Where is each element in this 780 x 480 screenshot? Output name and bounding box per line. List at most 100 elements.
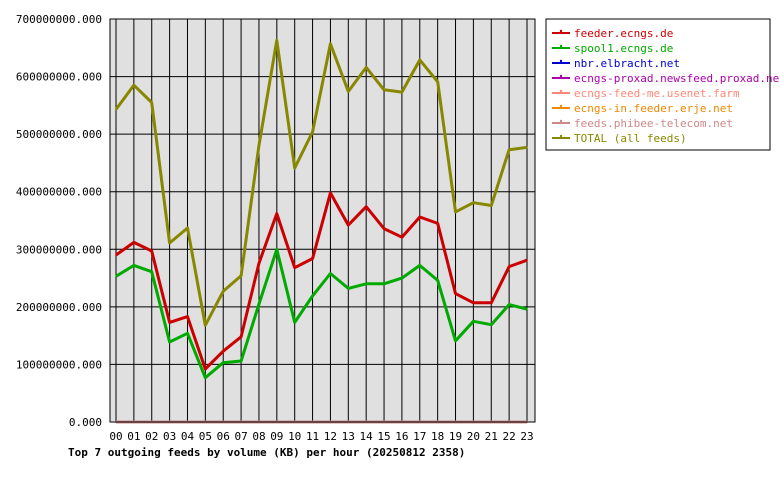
legend-marker xyxy=(559,119,563,123)
legend-label: ecngs-in.feeder.erje.net xyxy=(574,102,733,115)
data-point xyxy=(276,39,278,42)
data-point xyxy=(115,108,117,111)
y-tick-label: 500000000.000 xyxy=(16,128,102,141)
x-tick-label: 06 xyxy=(217,430,230,443)
legend-label: feeder.ecngs.de xyxy=(574,27,673,40)
series-line-0 xyxy=(115,191,528,371)
x-tick-label: 07 xyxy=(234,430,247,443)
x-tick-label: 02 xyxy=(145,430,158,443)
data-point xyxy=(418,264,421,267)
data-point xyxy=(311,295,314,297)
legend-marker xyxy=(559,134,563,138)
data-point xyxy=(347,90,350,93)
data-point xyxy=(472,320,475,323)
data-point xyxy=(150,250,153,252)
data-point xyxy=(383,227,385,230)
legend: feeder.ecngs.de spool1.ecngs.de nbr.elbrac… xyxy=(545,18,780,151)
data-point xyxy=(258,303,260,305)
legend-label: feeds.phibee-telecom.net xyxy=(574,117,733,130)
data-point xyxy=(186,332,189,335)
x-tick-label: 19 xyxy=(449,430,462,443)
x-tick-label: 09 xyxy=(270,430,283,443)
x-tick-label: 23 xyxy=(520,430,533,443)
x-tick-label: 14 xyxy=(360,430,374,443)
series-line-1 xyxy=(115,247,528,380)
x-tick-label: 16 xyxy=(395,430,408,443)
data-point xyxy=(454,340,457,342)
data-point xyxy=(436,279,439,282)
data-point xyxy=(222,350,225,352)
data-point xyxy=(240,274,242,277)
legend-label: spool1.ecngs.de xyxy=(574,42,673,55)
data-point xyxy=(472,201,475,204)
y-tick-label: 200000000.000 xyxy=(16,301,102,314)
data-point xyxy=(293,321,296,324)
data-point xyxy=(204,324,207,327)
chart-title: Top 7 outgoing feeds by volume (KB) per … xyxy=(68,446,465,459)
x-tick-label: 22 xyxy=(503,430,516,443)
x-tick-label: 12 xyxy=(324,430,337,443)
data-point xyxy=(168,341,171,343)
data-point xyxy=(276,248,278,251)
legend-marker xyxy=(559,44,563,48)
series-line-7 xyxy=(114,38,528,327)
x-tick-label: 08 xyxy=(252,430,265,443)
data-point xyxy=(526,146,528,149)
data-point xyxy=(472,302,475,304)
data-point xyxy=(133,84,135,87)
data-point xyxy=(168,321,171,324)
x-tick-label: 18 xyxy=(431,430,444,443)
data-point xyxy=(222,290,225,293)
y-tick-label: 0.000 xyxy=(69,416,102,429)
x-tick-label: 13 xyxy=(342,430,355,443)
data-point xyxy=(490,204,493,207)
data-point xyxy=(258,262,260,264)
y-tick-label: 600000000.000 xyxy=(16,71,102,84)
x-tick-label: 03 xyxy=(163,430,176,443)
data-point xyxy=(454,292,457,295)
x-tick-label: 15 xyxy=(377,430,390,443)
x-tick-label: 21 xyxy=(485,430,498,443)
data-point xyxy=(454,211,457,213)
data-point xyxy=(347,224,350,226)
data-point xyxy=(329,42,332,45)
legend-label: ecngs-feed-me.usenet.farm xyxy=(574,87,740,100)
x-axis-tick-labels: 00 01 02 03 04 05 06 07 08 09 10 11 12 13 14 15 16 17 18 19… xyxy=(109,430,533,443)
data-point xyxy=(365,66,367,69)
x-tick-label: 04 xyxy=(181,430,195,443)
data-point xyxy=(186,315,189,318)
data-point xyxy=(240,335,242,338)
y-tick-label: 400000000.000 xyxy=(16,186,102,199)
data-point xyxy=(311,257,314,260)
y-axis-tick-labels: 0.000 100000000.000 200000000.000 300000000… xyxy=(16,13,102,429)
data-point xyxy=(401,236,403,238)
data-point xyxy=(418,59,421,61)
data-point xyxy=(401,277,403,279)
data-point xyxy=(276,212,278,215)
data-point xyxy=(186,227,189,229)
data-point xyxy=(115,275,117,278)
data-point xyxy=(293,167,296,169)
data-point xyxy=(150,101,153,104)
data-point xyxy=(293,266,296,269)
data-point xyxy=(508,265,510,268)
legend-marker xyxy=(559,59,563,63)
legend-label: TOTAL (all feeds) xyxy=(574,132,687,145)
x-tick-label: 11 xyxy=(306,430,319,443)
x-tick-label: 05 xyxy=(199,430,212,443)
data-point xyxy=(508,303,510,306)
legend-marker xyxy=(559,74,563,78)
data-point xyxy=(204,376,207,379)
data-point xyxy=(222,361,225,364)
data-point xyxy=(490,302,493,304)
legend-box xyxy=(545,18,771,151)
data-point xyxy=(383,283,385,285)
data-point xyxy=(418,216,421,218)
data-point xyxy=(365,205,367,208)
data-point xyxy=(436,80,439,83)
data-point xyxy=(490,323,493,326)
y-tick-label: 300000000.000 xyxy=(16,243,102,256)
data-point xyxy=(383,89,385,91)
x-tick-label: 17 xyxy=(413,430,426,443)
